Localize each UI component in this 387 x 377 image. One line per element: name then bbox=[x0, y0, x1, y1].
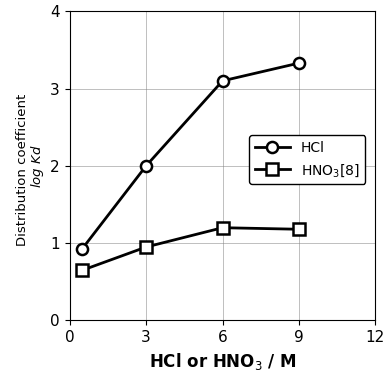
Text: $\mathit{log\ Kd}$: $\mathit{log\ Kd}$ bbox=[29, 144, 46, 188]
Legend: HCl, HNO$_3$[8]: HCl, HNO$_3$[8] bbox=[250, 135, 365, 184]
Text: Distribution coefficient: Distribution coefficient bbox=[16, 86, 29, 246]
X-axis label: HCl or HNO$_3$ / M: HCl or HNO$_3$ / M bbox=[149, 351, 296, 372]
